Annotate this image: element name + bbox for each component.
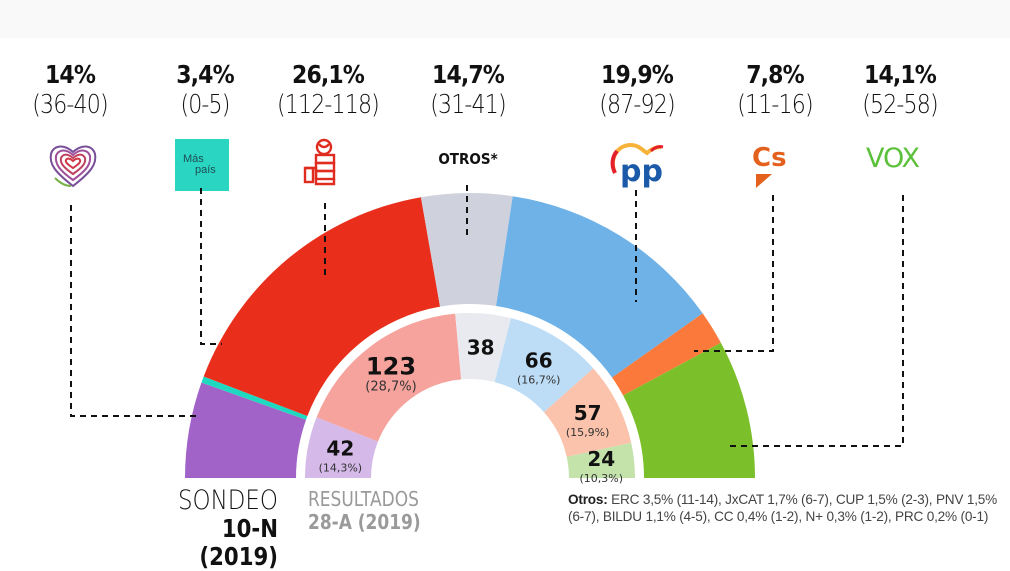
vox-logo: VOX [866, 143, 920, 174]
party-pct: 3,4% [176, 60, 234, 89]
party-header-mas-pais: 3,4% (0-5) [135, 60, 275, 120]
leader-lines [70, 185, 904, 447]
mas-pais-text-2: país [195, 164, 216, 176]
psoe-rose-icon [303, 138, 336, 186]
seat-pct-label: (10,3%) [579, 472, 623, 485]
leader-line-podemos [70, 205, 200, 417]
party-range: (112-118) [277, 90, 380, 120]
seat-pct-label: (15,9%) [566, 426, 610, 439]
top-band [0, 0, 1010, 38]
seat-count-label: 24 [587, 447, 615, 471]
segment-m-s-pa-s [201, 376, 308, 420]
mas-pais-text-1: Más [183, 153, 204, 165]
otros-footnote: Otros: ERC 3,5% (11-14), JxCAT 1,7% (6-7… [568, 491, 1008, 525]
leader-line-cs [694, 195, 774, 352]
sondeo-label-line2: 10-N (2019) [199, 514, 278, 571]
resultados-label: RESULTADOS 28-A (2019) [308, 487, 441, 533]
pp-logo-icon: pp [610, 142, 664, 189]
party-pct: 14,1% [864, 60, 937, 89]
party-range: (0-5) [180, 90, 230, 120]
party-header-pp: 19,9% (87-92) [567, 60, 707, 120]
party-range: (52-58) [862, 90, 938, 120]
party-range: (87-92) [599, 90, 675, 120]
segment-pp [494, 318, 594, 413]
seat-pct-label: (14,3%) [319, 461, 363, 474]
seat-pct-label: (28,7%) [365, 379, 416, 394]
leader-line-vox [725, 195, 904, 447]
segment-psoe [203, 197, 441, 417]
party-pct: 19,9% [601, 60, 674, 89]
pp-text: pp [620, 154, 663, 189]
sondeo-label: SONDEO 10-N (2019) [150, 487, 278, 571]
cs-text: Cs [752, 143, 787, 173]
party-header-otros: 14,7% (31-41) [398, 60, 538, 120]
segment-cs [612, 313, 721, 396]
segment-psoe [316, 313, 462, 442]
segment-pp [496, 196, 703, 378]
segment-vox [623, 342, 755, 478]
party-pct: 7,8% [746, 60, 804, 89]
cs-logo-icon: Cs [752, 143, 787, 188]
seat-count-label: 123 [366, 352, 416, 380]
mas-pais-logo: Más país [175, 139, 229, 191]
segment-vox [566, 442, 635, 478]
segment-cs [543, 368, 632, 457]
seat-count-label: 42 [326, 436, 354, 460]
otros-footnote-text: ERC 3,5% (11-14), JxCAT 1,7% (6-7), CUP … [568, 492, 998, 524]
resultados-label-line2: 28-A (2019) [308, 510, 421, 534]
party-pct: 14% [44, 60, 96, 89]
segment-unidas-podemos [305, 417, 378, 478]
seat-count-label: 66 [525, 348, 553, 372]
otros-label: OTROS* [438, 150, 498, 168]
party-header-podemos: 14% (36-40) [0, 60, 140, 120]
sondeo-label-line1: SONDEO [177, 485, 278, 516]
inner-ring-resultados: 42(14,3%) 123(28,7%) 38 66(16,7%) 57(15,9%) 2… [305, 313, 635, 485]
party-pct: 14,7% [432, 60, 505, 89]
party-range: (36-40) [32, 90, 108, 120]
seat-count-label: 38 [467, 335, 495, 359]
resultados-label-line1: RESULTADOS [308, 487, 419, 511]
seat-count-label: 57 [574, 401, 602, 425]
party-range: (31-41) [430, 90, 506, 120]
leader-line-mas-pais [200, 188, 222, 345]
party-header-cs: 7,8% (11-16) [705, 60, 845, 120]
podemos-heart-icon [49, 145, 97, 188]
segment-unidas-podemos [185, 382, 307, 478]
party-pct: 26,1% [292, 60, 365, 89]
party-header-vox: 14,1% (52-58) [830, 60, 970, 120]
segment-otros [455, 313, 512, 383]
segment-otros- [420, 193, 513, 307]
seat-pct-label: (16,7%) [517, 373, 561, 386]
party-header-psoe: 26,1% (112-118) [258, 60, 398, 120]
party-range: (11-16) [737, 90, 813, 120]
outer-ring-sondeo [185, 193, 755, 478]
otros-footnote-label: Otros: [568, 492, 608, 507]
